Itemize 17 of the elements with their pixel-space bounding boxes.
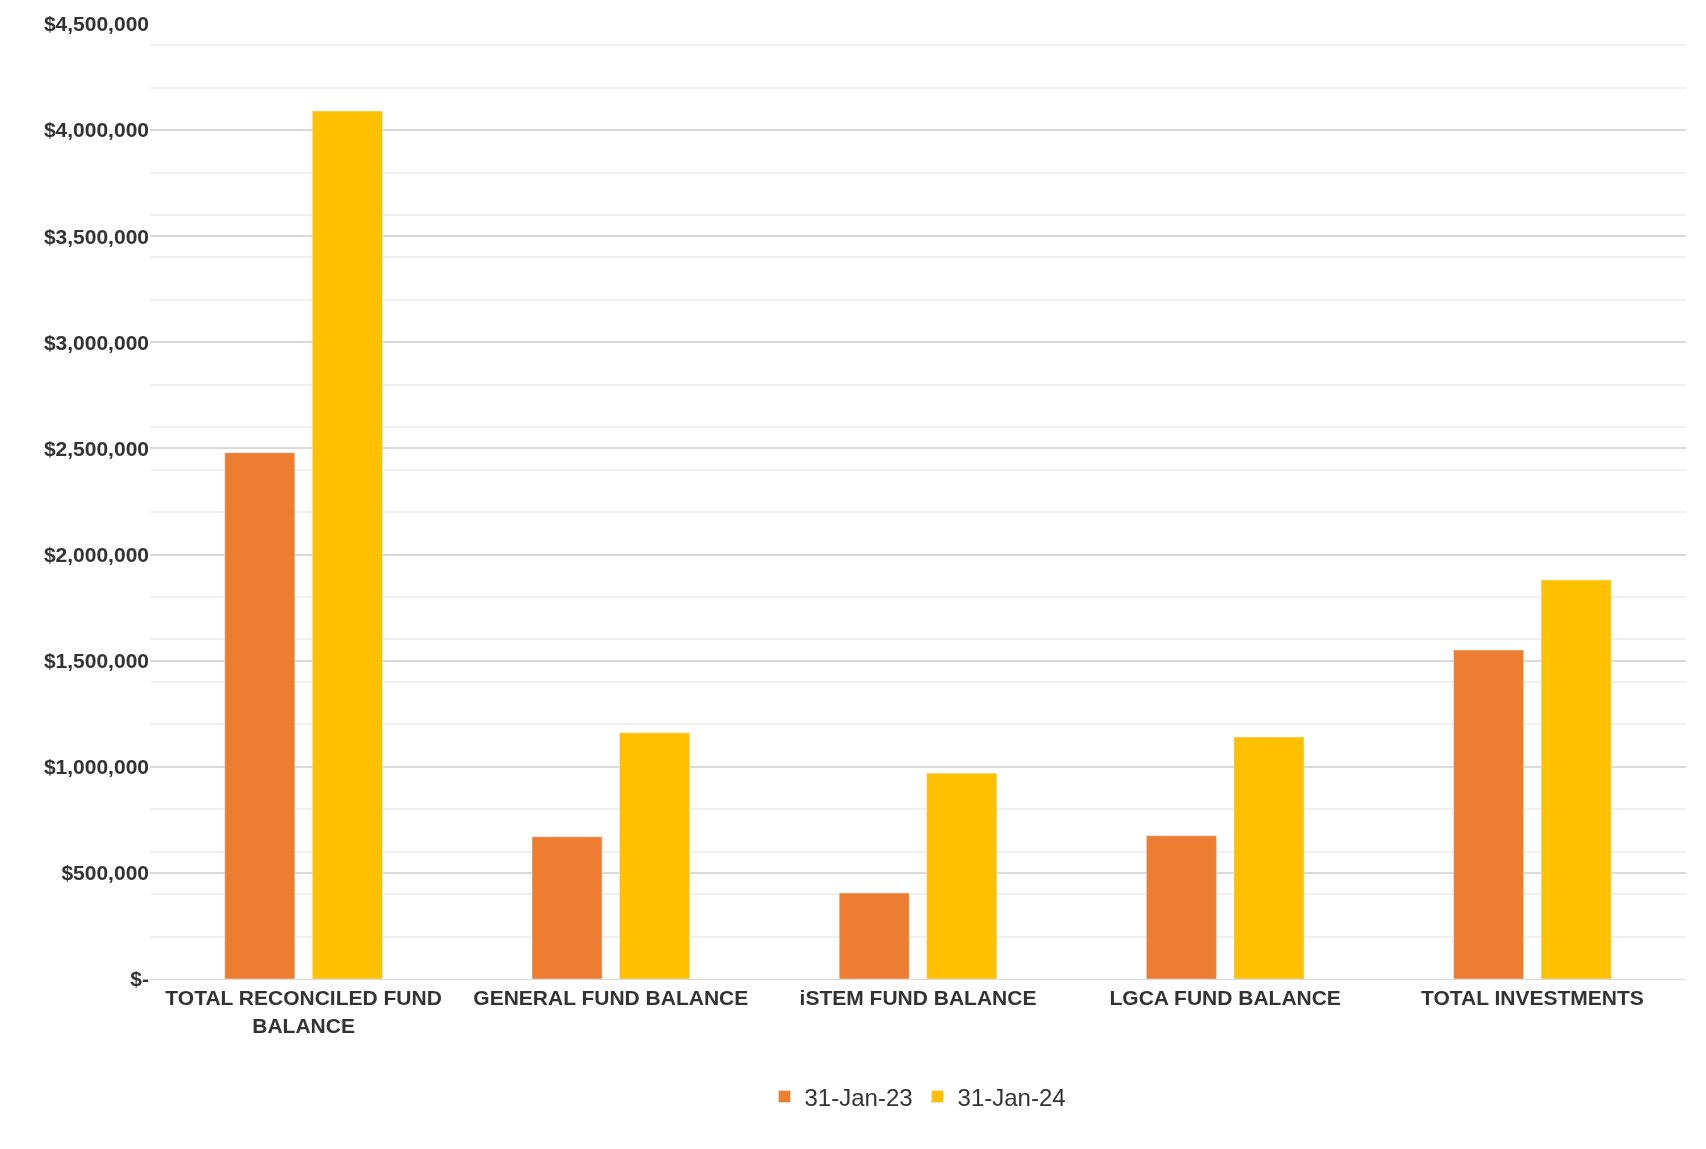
y-tick-label: $3,500,000 <box>43 224 149 248</box>
y-tick-label: $1,000,000 <box>43 755 149 779</box>
y-tick-label: $4,000,000 <box>43 118 149 142</box>
x-tick-label: LGCA FUND BALANCE <box>1109 986 1341 1010</box>
y-tick-label: $3,000,000 <box>43 330 149 354</box>
x-tick-label: GENERAL FUND BALANCE <box>473 986 749 1010</box>
x-tick-label: iSTEM FUND BALANCE <box>799 986 1037 1010</box>
y-tick-label: $4,500,000 <box>43 12 149 36</box>
x-tick-label: TOTAL RECONCILED FUND BALANCE <box>165 986 442 1037</box>
y-tick-label: $2,500,000 <box>43 436 149 460</box>
y-tick-label: $500,000 <box>61 861 149 885</box>
y-tick-label: $2,000,000 <box>43 542 149 566</box>
y-tick-label: $- <box>130 967 149 991</box>
y-tick-label: $1,500,000 <box>43 649 149 673</box>
legend-label: 31-Jan-24 <box>957 1083 1066 1111</box>
legend-label: 31-Jan-23 <box>804 1083 913 1111</box>
x-tick-label: TOTAL INVESTMENTS <box>1420 986 1644 1010</box>
